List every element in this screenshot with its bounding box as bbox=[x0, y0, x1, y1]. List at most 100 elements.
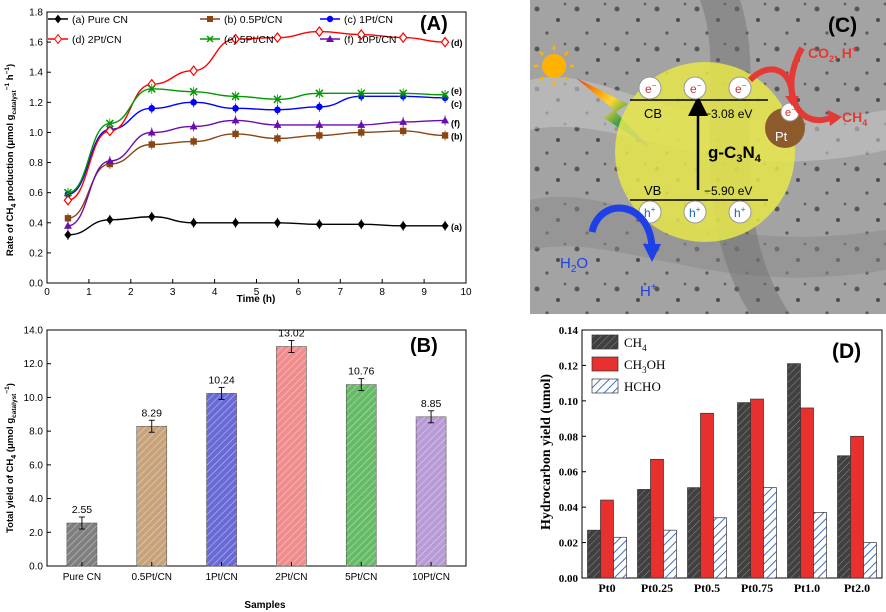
legend-label-d: CH4 bbox=[624, 335, 647, 353]
bar-d-ch3oh bbox=[600, 499, 614, 579]
legend-marker-a bbox=[54, 14, 62, 24]
y-tick-label-b: 0.0 bbox=[29, 562, 43, 573]
hole-2: h+ bbox=[683, 200, 707, 224]
data-point-a bbox=[64, 215, 72, 222]
data-point-a bbox=[231, 33, 240, 45]
x-tick-label-d: Pt2.0 bbox=[844, 581, 870, 595]
legend-marker-a bbox=[206, 35, 214, 43]
pt-label: Pt bbox=[775, 129, 788, 144]
data-point-a bbox=[189, 65, 199, 77]
svg-text:h+: h+ bbox=[689, 205, 701, 220]
cb-label: CB bbox=[644, 106, 662, 121]
bar-d-ch4 bbox=[787, 363, 801, 579]
material-label: g-C3N4 bbox=[708, 143, 762, 165]
bar-d-ch3oh bbox=[650, 458, 664, 579]
data-point-a bbox=[273, 32, 282, 44]
data-point-a bbox=[190, 218, 198, 228]
data-point-a bbox=[357, 219, 365, 229]
svg-text:e−: e− bbox=[735, 81, 747, 96]
y-tick-label-a: 0.4 bbox=[29, 218, 43, 229]
series-line-1 bbox=[67, 216, 446, 236]
y-tick-label-b: 8.0 bbox=[29, 427, 43, 438]
data-point-a bbox=[273, 120, 282, 128]
data-point-a bbox=[314, 25, 324, 38]
series-end-label-a: (c) bbox=[451, 99, 462, 109]
panel-b-title: (B) bbox=[410, 335, 438, 357]
bar-hatch-b bbox=[136, 426, 167, 566]
data-point-a bbox=[441, 221, 449, 231]
x-tick-label-b: 10Pt/CN bbox=[412, 572, 450, 583]
data-point-a bbox=[399, 89, 408, 98]
data-point-a bbox=[64, 230, 72, 240]
data-point-a bbox=[232, 130, 239, 138]
y-tick-label-d: 0.14 bbox=[559, 325, 579, 337]
bar-d-ch3oh bbox=[850, 435, 864, 579]
data-point-a bbox=[441, 90, 450, 99]
data-point-a bbox=[273, 95, 282, 104]
bar-value-label-b: 8.85 bbox=[421, 398, 442, 410]
series-line-2 bbox=[67, 130, 446, 219]
x-tick-label-b: 2Pt/CN bbox=[275, 572, 307, 583]
data-point-a bbox=[147, 128, 156, 136]
data-point-a bbox=[190, 138, 197, 145]
series-end-label-a: (f) bbox=[451, 118, 460, 128]
line-chart-a: 0 1 2 3 4 5 6 7 8 9 10 0.0 0.2 0.4 0.6 0.8 1.0 1.2 1.4 1.6 1… bbox=[4, 8, 472, 306]
data-point-a bbox=[63, 221, 72, 229]
bar-d-ch4 bbox=[587, 529, 601, 579]
legend-marker-a bbox=[326, 15, 334, 23]
bar-d-hcho bbox=[763, 487, 777, 579]
bar-d-hcho bbox=[813, 512, 827, 579]
bar-d-hcho bbox=[863, 542, 877, 579]
data-point-a bbox=[315, 89, 324, 98]
x-tick-label-a: 10 bbox=[460, 287, 472, 298]
data-point-a bbox=[398, 32, 408, 44]
data-point-a bbox=[358, 129, 365, 136]
sun-icon bbox=[534, 46, 574, 86]
y-tick-label-a: 0.2 bbox=[29, 248, 43, 259]
data-point-a bbox=[231, 92, 240, 101]
legend-marker-a bbox=[207, 16, 213, 22]
legend-label-a: (c) 1Pt/CN bbox=[344, 14, 393, 26]
bar-d-ch4 bbox=[637, 489, 651, 579]
electron-3: e− bbox=[728, 76, 752, 100]
y-tick-label-b: 6.0 bbox=[29, 460, 43, 471]
svg-text:h+: h+ bbox=[644, 205, 656, 220]
vb-label: VB bbox=[644, 183, 661, 198]
y-axis-label-a: Rate of CH4 production (μmol gcatalyst−1… bbox=[4, 64, 18, 256]
y-tick-label-a: 1.4 bbox=[29, 68, 43, 79]
x-axis-label-a: Time (h) bbox=[237, 294, 276, 305]
y-axis-label-b: Total yield of CH4 (μmol gcatalyst−1) bbox=[4, 383, 18, 533]
data-point-a bbox=[105, 125, 115, 137]
product-label: CH4 bbox=[842, 109, 867, 128]
bar-d-ch4 bbox=[837, 455, 851, 579]
series-end-label-a: (b) bbox=[451, 131, 463, 141]
g-c3n4-particle bbox=[615, 62, 795, 242]
mechanism-diagram-c: CB VB −3.08 eV −5.90 eV g-C3N4 e− e− e− … bbox=[530, 0, 886, 314]
data-point-a bbox=[315, 219, 323, 229]
oxidation-arrow-icon bbox=[588, 204, 656, 249]
cb-energy: −3.08 eV bbox=[704, 107, 752, 121]
reactant-label: CO2, H+ bbox=[808, 44, 857, 64]
data-point-a bbox=[189, 122, 198, 130]
x-tick-label-a: 1 bbox=[86, 287, 92, 298]
y-tick-label-b: 10.0 bbox=[24, 393, 44, 404]
data-point-a bbox=[399, 117, 408, 125]
x-tick-label-a: 9 bbox=[421, 287, 427, 298]
bar-d-ch3oh bbox=[700, 412, 714, 579]
legend-label-a: (b) 0.5Pt/CN bbox=[224, 14, 282, 26]
bar-hatch-b bbox=[66, 523, 97, 566]
y-tick-label-b: 4.0 bbox=[29, 494, 43, 505]
y-tick-label-d: 0.06 bbox=[559, 467, 579, 479]
x-tick-label-b: 0.5Pt/CN bbox=[131, 572, 172, 583]
x-tick-label-d: Pt0.75 bbox=[741, 581, 773, 595]
y-tick-label-a: 1.8 bbox=[29, 8, 43, 19]
data-point-a bbox=[106, 215, 114, 225]
x-tick-label-d: Pt1.0 bbox=[794, 581, 820, 595]
bar-value-label-b: 10.76 bbox=[348, 366, 374, 378]
legend-label-a: (d) 2Pt/CN bbox=[72, 34, 122, 46]
svg-text:e−: e− bbox=[690, 81, 702, 96]
data-point-a bbox=[189, 87, 198, 96]
series-line-5 bbox=[67, 88, 446, 194]
y-tick-label-a: 1.6 bbox=[29, 38, 43, 49]
data-point-a bbox=[274, 135, 281, 142]
